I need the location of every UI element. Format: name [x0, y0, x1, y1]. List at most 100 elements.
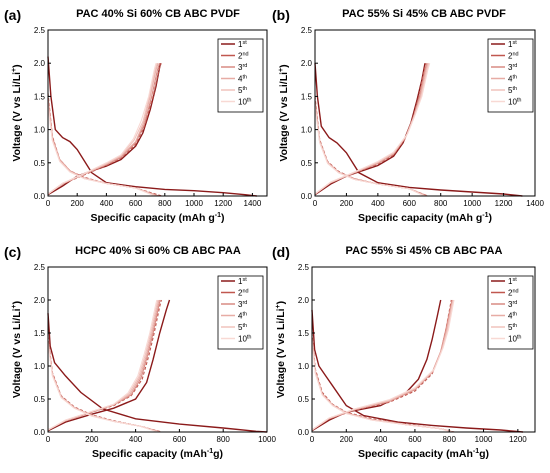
legend: 1st 2nd 3rd 4th 5th 10th [487, 275, 534, 350]
legend-box [487, 275, 534, 350]
panel-label: (c) [4, 244, 21, 260]
legend-entry: 2nd [238, 52, 249, 61]
x-tick-label: 200 [340, 435, 354, 444]
x-tick-label: 1400 [244, 199, 262, 208]
panel-label: (b) [272, 7, 290, 23]
series-line [47, 299, 162, 431]
series-line [47, 63, 162, 196]
chart-panel: (a) PAC 40% Si 60% CB ABC PVDF 0 200 400 600 8… [4, 7, 268, 224]
legend-box [217, 275, 264, 350]
series-line [314, 63, 523, 197]
series-line [314, 63, 429, 195]
y-tick-label: 0.5 [34, 159, 46, 168]
x-tick-label: 1200 [214, 199, 232, 208]
y-tick-label: 2.0 [298, 296, 310, 305]
x-tick-label: 600 [129, 199, 143, 208]
series-line [311, 340, 452, 433]
chart-panel: (c) HCPC 40% Si 60% CB ABC PAA 0 200 400 600 8… [4, 244, 276, 460]
y-tick-label: 0.0 [34, 428, 46, 437]
panel-label: (d) [272, 244, 290, 260]
x-tick-label: 800 [434, 199, 448, 208]
legend-entry: 10th [508, 98, 522, 107]
series-line [47, 106, 155, 197]
y-tick-label: 0.5 [298, 395, 310, 404]
y-tick-label: 1.5 [34, 92, 46, 101]
series-line [47, 63, 159, 195]
series-line [311, 299, 455, 431]
y-axis-label: Voltage (V vs Li/Li+) [11, 301, 23, 398]
x-tick-label: 0 [310, 435, 315, 444]
series-line [314, 106, 425, 197]
legend-entry: 2nd [238, 289, 249, 298]
legend-entry: 10th [238, 98, 252, 107]
series-line [47, 299, 158, 431]
series-line [47, 63, 157, 195]
y-tick-label: 2.0 [34, 296, 46, 305]
plot-frame [47, 266, 268, 433]
series-line [47, 299, 171, 432]
legend-entry: 1st [508, 40, 517, 49]
legend: 1st 2nd 3rd 4th 5th 10th [217, 38, 264, 113]
legend-entry: 3rd [508, 300, 517, 309]
series-line [314, 63, 430, 195]
y-tick-label: 0.0 [34, 192, 46, 201]
legend-entry: 3rd [238, 63, 247, 72]
y-axis-label: Voltage (V vs Li/Li+) [11, 64, 23, 161]
x-axis-label: Specific capacity (mAh-1g) [358, 448, 489, 460]
x-axis-label: Specific capacity (mAh g-1) [358, 212, 492, 224]
series-line [311, 299, 453, 431]
x-tick-label: 0 [46, 435, 51, 444]
legend-entry: 10th [508, 335, 522, 344]
legend-box [487, 38, 534, 113]
y-tick-label: 1.0 [301, 126, 313, 135]
y-tick-label: 2.5 [301, 26, 313, 35]
y-tick-label: 1.5 [298, 329, 310, 338]
y-tick-label: 2.5 [298, 263, 310, 272]
series-line [47, 343, 158, 433]
legend-entry: 4th [508, 312, 517, 321]
legend-entry: 10th [238, 335, 252, 344]
x-tick-label: 1400 [526, 199, 544, 208]
series-line [311, 299, 442, 432]
y-tick-label: 2.0 [301, 59, 313, 68]
series-line [311, 299, 454, 431]
x-tick-label: 400 [100, 199, 114, 208]
x-tick-label: 1000 [463, 199, 481, 208]
legend: 1st 2nd 3rd 4th 5th 10th [217, 275, 264, 350]
x-tick-label: 0 [46, 199, 51, 208]
series-line [314, 63, 431, 195]
x-tick-label: 400 [374, 435, 388, 444]
legend-entry: 4th [508, 75, 517, 84]
y-axis-label: Voltage (V vs Li/Li+) [278, 64, 290, 161]
chart-title: HCPC 40% Si 60% CB ABC PAA [75, 245, 241, 257]
y-tick-label: 0.0 [298, 428, 310, 437]
y-tick-label: 2.0 [34, 59, 46, 68]
x-tick-label: 200 [340, 199, 354, 208]
x-tick-label: 600 [173, 435, 187, 444]
legend-entry: 2nd [508, 52, 519, 61]
y-tick-label: 1.0 [34, 126, 46, 135]
y-tick-label: 2.5 [34, 263, 46, 272]
x-tick-label: 0 [313, 199, 318, 208]
plot-frame [311, 266, 536, 433]
x-tick-label: 800 [217, 435, 231, 444]
y-tick-label: 1.5 [34, 329, 46, 338]
chart-title: PAC 55% Si 45% CB ABC PVDF [342, 8, 506, 20]
x-tick-label: 1000 [185, 199, 203, 208]
x-tick-label: 1200 [495, 199, 513, 208]
y-tick-label: 1.5 [301, 92, 313, 101]
plot-frame [314, 29, 536, 197]
series-line [47, 56, 257, 197]
x-tick-label: 800 [158, 199, 172, 208]
legend-entry: 1st [238, 277, 247, 286]
x-tick-label: 800 [443, 435, 457, 444]
x-axis-label: Specific capacity (mAh-1g) [92, 448, 223, 460]
legend-entry: 5th [508, 323, 517, 332]
legend-entry: 5th [238, 323, 247, 332]
legend: 1st 2nd 3rd 4th 5th 10th [487, 38, 534, 113]
legend-entry: 1st [508, 277, 517, 286]
y-tick-label: 1.0 [34, 362, 46, 371]
x-tick-label: 1000 [258, 435, 276, 444]
x-tick-label: 400 [371, 199, 385, 208]
series-line [47, 63, 162, 195]
